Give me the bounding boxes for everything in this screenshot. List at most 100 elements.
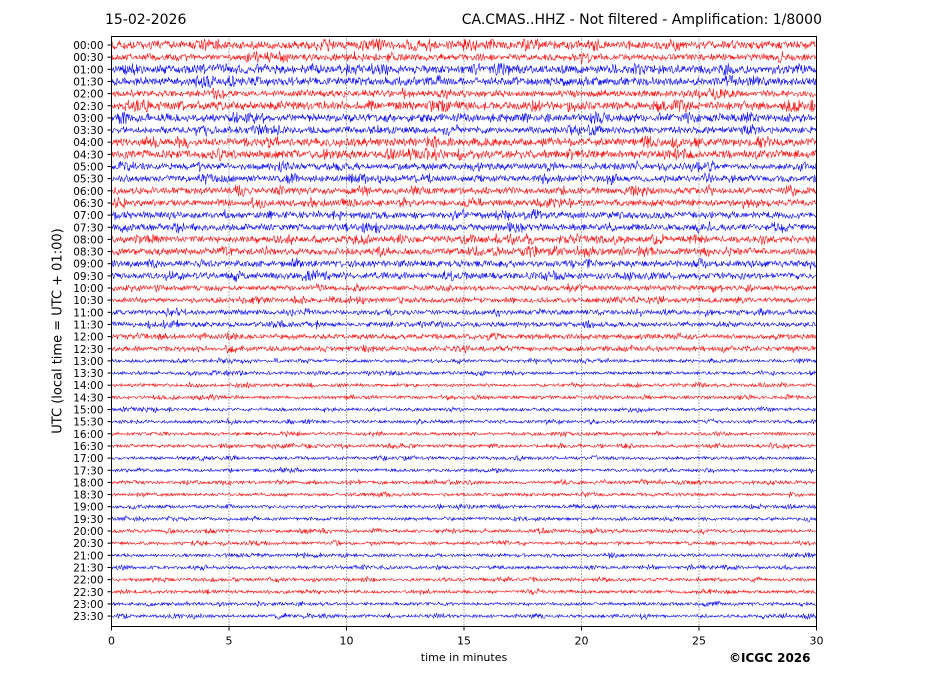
row-label-23: 11:30 — [73, 319, 103, 331]
row-label-40: 20:00 — [73, 526, 103, 538]
row-label-42: 21:00 — [73, 550, 103, 562]
row-label-30: 15:00 — [73, 405, 103, 417]
x-tick-label-2: 10 — [340, 635, 354, 648]
row-label-19: 09:30 — [73, 271, 103, 283]
x-tick-label-3: 15 — [457, 635, 471, 648]
trace-row-31 — [111, 417, 817, 426]
trace-row-38 — [111, 503, 817, 511]
trace-row-0 — [111, 38, 816, 52]
row-label-43: 21:30 — [73, 562, 103, 574]
row-label-15: 07:30 — [73, 222, 103, 234]
row-label-29: 14:30 — [73, 392, 103, 404]
x-tick-label-6: 30 — [810, 635, 824, 648]
trace-row-1 — [111, 51, 817, 64]
row-label-28: 14:00 — [73, 380, 103, 392]
row-label-24: 12:00 — [73, 332, 103, 344]
plot-date: 15-02-2026 — [105, 12, 187, 28]
row-label-45: 22:30 — [73, 587, 103, 599]
trace-row-28 — [111, 381, 817, 389]
trace-row-19 — [111, 269, 817, 282]
trace-row-20 — [111, 283, 817, 293]
x-tick-label-5: 25 — [692, 635, 706, 648]
trace-row-46 — [111, 600, 816, 607]
row-label-33: 16:30 — [73, 441, 103, 453]
trace-row-44 — [111, 575, 817, 584]
row-label-20: 10:00 — [73, 283, 103, 295]
row-label-13: 06:30 — [73, 198, 103, 210]
trace-row-47 — [111, 612, 817, 621]
trace-row-41 — [111, 539, 817, 547]
trace-row-27 — [111, 369, 817, 377]
x-tick-label-4: 20 — [575, 635, 589, 648]
row-label-44: 22:00 — [73, 575, 103, 587]
trace-row-11 — [111, 172, 817, 186]
trace-row-26 — [111, 357, 817, 365]
row-label-10: 05:00 — [73, 162, 103, 174]
trace-row-15 — [111, 221, 817, 235]
row-label-3: 01:30 — [73, 76, 103, 88]
row-label-46: 23:00 — [73, 599, 103, 611]
trace-row-32 — [111, 430, 817, 438]
row-label-34: 17:00 — [73, 453, 103, 465]
row-label-2: 01:00 — [73, 64, 103, 76]
trace-row-34 — [111, 454, 817, 462]
x-axis-label: time in minutes — [420, 651, 508, 664]
row-label-26: 13:00 — [73, 356, 103, 368]
plot-title: CA.CMAS..HHZ - Not filtered - Amplificat… — [461, 12, 822, 28]
trace-row-39 — [111, 515, 817, 523]
x-axis: 0 5 10 15 20 25 30 — [108, 626, 824, 648]
trace-row-6 — [111, 110, 817, 124]
trace-row-2 — [111, 62, 817, 76]
trace-row-43 — [111, 563, 816, 572]
y-axis: 00:0000:3001:0001:3002:0002:3003:0003:30… — [73, 40, 112, 623]
row-label-37: 18:30 — [73, 490, 103, 502]
row-label-27: 13:30 — [73, 368, 103, 380]
row-label-1: 00:30 — [73, 52, 103, 64]
trace-row-18 — [111, 257, 817, 270]
row-label-12: 06:00 — [73, 186, 103, 198]
row-label-8: 04:00 — [73, 137, 103, 149]
row-label-17: 08:30 — [73, 247, 103, 259]
trace-group — [111, 38, 817, 621]
row-label-5: 02:30 — [73, 101, 103, 113]
row-label-14: 07:00 — [73, 210, 103, 222]
trace-row-21 — [111, 295, 817, 305]
row-label-21: 10:30 — [73, 295, 103, 307]
row-label-11: 05:30 — [73, 174, 103, 186]
row-label-18: 09:00 — [73, 259, 103, 271]
trace-row-45 — [111, 587, 817, 596]
trace-row-33 — [111, 442, 817, 450]
trace-row-30 — [111, 405, 816, 414]
row-label-9: 04:30 — [73, 149, 103, 161]
row-label-41: 20:30 — [73, 538, 103, 550]
row-label-47: 23:30 — [73, 611, 103, 623]
trace-row-7 — [111, 123, 817, 138]
trace-row-10 — [111, 160, 817, 173]
row-label-0: 00:00 — [73, 40, 103, 52]
trace-row-35 — [111, 466, 816, 474]
trace-row-16 — [111, 232, 817, 246]
row-label-35: 17:30 — [73, 465, 103, 477]
trace-row-40 — [111, 527, 816, 536]
row-label-32: 16:00 — [73, 429, 103, 441]
trace-row-29 — [111, 393, 817, 402]
trace-row-9 — [111, 147, 817, 162]
trace-row-37 — [111, 491, 817, 498]
copyright-text: ©ICGC 2026 — [729, 651, 811, 665]
row-label-31: 15:30 — [73, 417, 103, 429]
trace-row-22 — [111, 307, 817, 318]
x-tick-label-1: 5 — [226, 635, 233, 648]
trace-row-42 — [111, 551, 817, 559]
grid-lines — [228, 36, 700, 627]
trace-row-3 — [111, 74, 817, 88]
trace-row-36 — [111, 478, 817, 487]
y-axis-label: UTC (local time = UTC + 01:00) — [50, 228, 66, 434]
trace-row-8 — [111, 135, 817, 150]
row-label-38: 19:00 — [73, 502, 103, 514]
row-label-6: 03:00 — [73, 113, 103, 125]
row-label-36: 18:00 — [73, 477, 103, 489]
x-tick-label-0: 0 — [108, 635, 115, 648]
row-label-25: 12:30 — [73, 344, 103, 356]
trace-row-24 — [111, 332, 817, 341]
